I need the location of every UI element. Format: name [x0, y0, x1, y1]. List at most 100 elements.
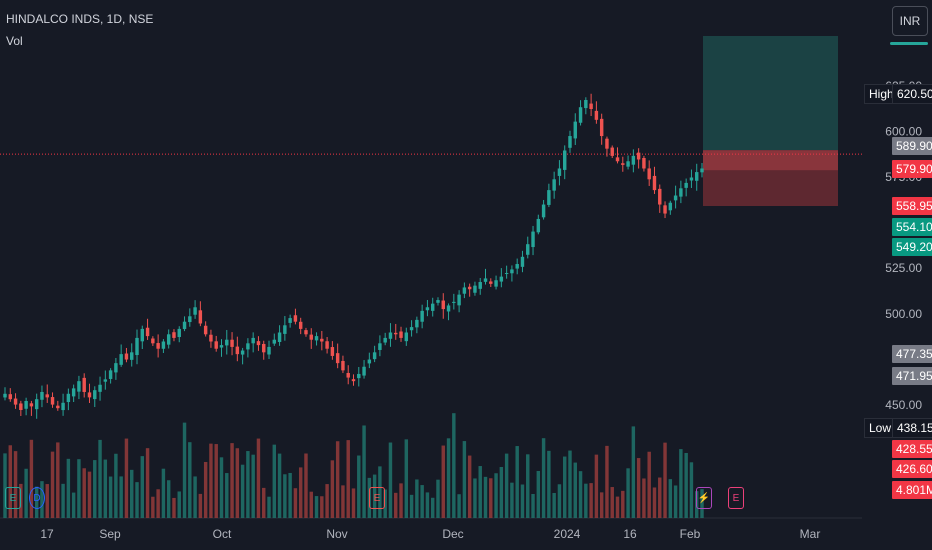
candle-body [399, 331, 403, 338]
dividend-icon[interactable]: D [29, 487, 45, 509]
candle-body [621, 163, 625, 165]
volume-bar [589, 483, 593, 518]
stop-zone-top [703, 150, 838, 171]
candle-body [473, 285, 477, 293]
candle-body [114, 363, 118, 373]
price-tag: 471.95 [892, 367, 932, 385]
candle-body [541, 204, 546, 218]
volume-bar [166, 480, 171, 518]
volume-bar [351, 488, 356, 518]
volume-bar [557, 484, 562, 518]
x-axis-tick-label: 16 [623, 527, 637, 541]
candle-body [679, 188, 683, 197]
candle-body [547, 190, 551, 205]
volume-bar [151, 496, 155, 518]
volume-bar [8, 445, 12, 518]
candle-body [515, 264, 519, 269]
candle-body [293, 315, 298, 322]
candle-body [526, 244, 530, 255]
candle-body [87, 392, 92, 398]
volume-bar [320, 496, 324, 518]
candle-body [636, 152, 641, 160]
volume-bar [240, 464, 245, 518]
volume-bar [684, 452, 688, 518]
volume-bar [409, 494, 414, 518]
volume-bar [56, 442, 60, 518]
x-axis-tick-label: Oct [213, 527, 232, 541]
currency-indicator [890, 42, 928, 45]
earnings-icon[interactable]: E [728, 487, 744, 509]
candle-body [483, 278, 488, 282]
price-tag: 579.90 [892, 160, 932, 178]
candle-body [203, 325, 208, 335]
x-axis-tick-label: 17 [40, 527, 54, 541]
candle-body [652, 175, 657, 191]
candle-body [478, 282, 482, 289]
candle-body [151, 338, 155, 344]
candle-body [304, 330, 308, 335]
candle-body [188, 316, 192, 323]
earnings-icon[interactable]: E [5, 487, 21, 509]
currency-button[interactable]: INR [892, 6, 928, 36]
volume-bar [478, 466, 482, 518]
candle-body [56, 405, 60, 409]
x-axis-tick-label: Nov [326, 527, 347, 541]
candle-body [267, 346, 271, 355]
volume-bar [372, 474, 377, 518]
volume-bar [198, 493, 203, 518]
volume-bar [658, 477, 662, 518]
y-axis-tick-label: 525.00 [885, 261, 922, 275]
volume-bar [50, 451, 55, 518]
candle-body [24, 400, 28, 409]
earnings-icon[interactable]: E [369, 487, 385, 509]
volume-bar [636, 458, 641, 518]
candle-body [631, 155, 636, 165]
candle-body [378, 343, 382, 350]
volume-bar [605, 445, 609, 518]
chart-title: HINDALCO INDS, 1D, NSE [6, 12, 154, 26]
volume-bar [473, 478, 477, 518]
volume-bar [573, 462, 577, 518]
volume-bar [251, 454, 255, 518]
volume-bar [515, 446, 519, 518]
volume-bar [394, 492, 398, 518]
candle-body [673, 195, 678, 201]
volume-bar [610, 487, 614, 518]
candle-body [467, 286, 472, 290]
candle-body [230, 339, 234, 347]
candle-body [272, 339, 277, 344]
candle-body [573, 121, 577, 139]
volume-bar [510, 482, 514, 518]
candle-body [166, 334, 171, 345]
candle-body [457, 294, 461, 306]
candle-body [415, 319, 419, 328]
price-tag: 477.35 [892, 345, 932, 363]
volume-bar [415, 479, 419, 518]
candle-body [562, 150, 567, 170]
candle-body [599, 118, 604, 137]
volume-bar [626, 468, 630, 518]
candle-body [700, 168, 704, 173]
candle-body [288, 318, 292, 323]
candle-body [45, 394, 49, 398]
candle-body [177, 328, 181, 338]
candle-body [409, 327, 414, 331]
volume-bar [547, 450, 551, 518]
y-axis-tick-label: 450.00 [885, 398, 922, 412]
price-tag: 549.20 [892, 238, 932, 256]
x-axis-tick-label: Feb [680, 527, 701, 541]
candle-body [172, 332, 176, 338]
volume-bar [700, 489, 704, 518]
volume-bar [193, 476, 197, 518]
candle-body [335, 353, 340, 364]
price-tag: 428.55 [892, 440, 932, 458]
candle-body [330, 347, 335, 356]
candle-body [3, 393, 7, 398]
candle-body [135, 337, 139, 356]
volume-bar [262, 487, 266, 518]
volume-bar [3, 453, 7, 518]
candle-body [98, 384, 102, 392]
candle-body [50, 397, 55, 405]
flash-icon[interactable]: ⚡ [696, 487, 712, 509]
